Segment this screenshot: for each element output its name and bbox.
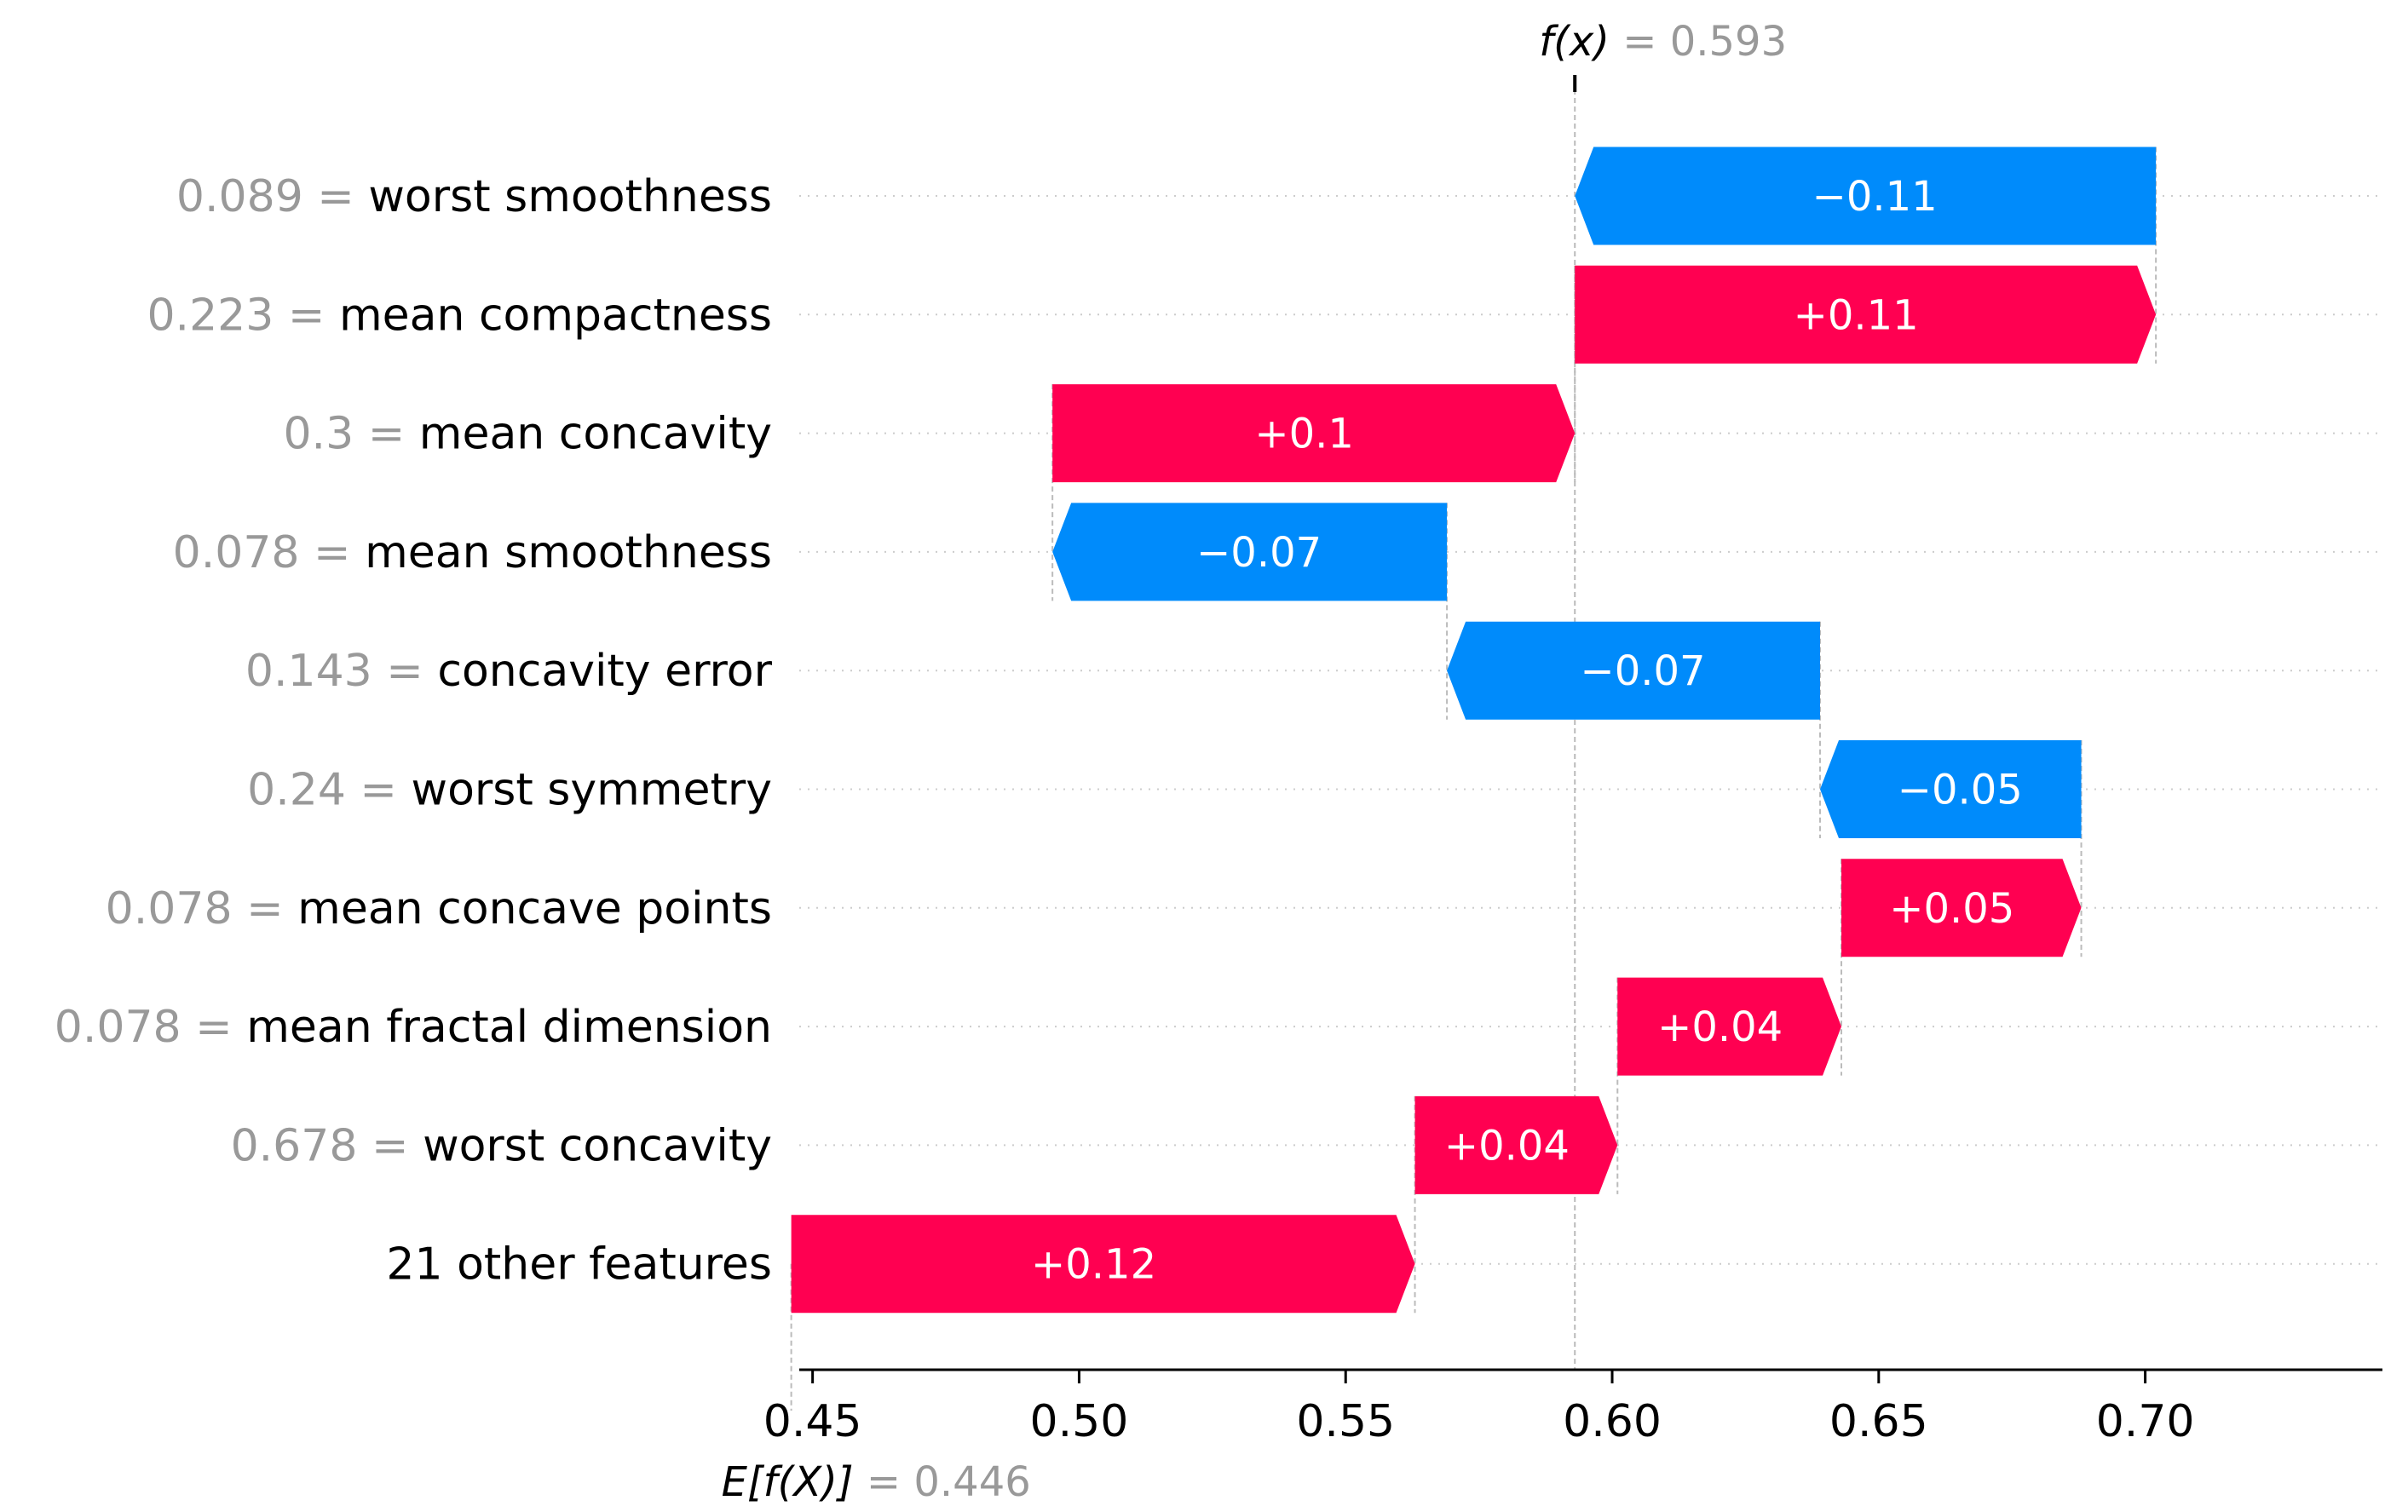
feature-label: 0.089 = worst smoothness: [176, 171, 772, 222]
feature-label: 0.078 = mean smoothness: [173, 527, 772, 578]
feature-name: mean compactness: [339, 290, 772, 341]
feature-value: 0.078 =: [106, 883, 298, 934]
feature-value: 0.143 =: [245, 646, 438, 697]
bars: −0.11 +0.11 +0.1 −0.07 −0.07 −0.05 +0.05 +0.04 +…: [791, 147, 2157, 1314]
bar-value-label: −0.07: [1196, 529, 1322, 577]
output-label-prefix: f(x): [1539, 18, 1622, 66]
feature-label: 0.078 = mean fractal dimension: [55, 1002, 772, 1053]
feature-label: 0.143 = concavity error: [245, 646, 773, 697]
output-value-label: f(x) = 0.593: [1539, 18, 1787, 66]
x-tick-label: 0.65: [1829, 1396, 1928, 1447]
bar-value-label: −0.11: [1812, 173, 1938, 221]
negative-bar: [1820, 740, 2082, 838]
feature-label: 0.678 = worst concavity: [231, 1120, 772, 1171]
feature-labels: 0.089 = worst smoothness 0.223 = mean com…: [55, 171, 773, 1291]
base-label-prefix: E[f(X)]: [722, 1458, 867, 1506]
x-tick-label: 0.45: [763, 1396, 862, 1447]
negative-bar: [1447, 621, 1821, 720]
feature-label: 0.3 = mean concavity: [283, 409, 772, 460]
feature-value: 0.24 =: [247, 765, 411, 816]
feature-name: mean concavity: [419, 409, 772, 460]
x-tick-label: 0.55: [1296, 1396, 1395, 1447]
feature-label: 0.24 = worst symmetry: [247, 765, 772, 816]
feature-name: 21 other features: [386, 1239, 772, 1291]
x-axis: 0.45 0.50 0.55 0.60 0.65 0.70: [763, 1368, 2382, 1447]
feature-name: worst smoothness: [368, 171, 772, 222]
positive-bar: [791, 1215, 1415, 1314]
bar-value-label: +0.04: [1444, 1122, 1570, 1170]
positive-bar: [1841, 859, 2082, 957]
bar-value-label: −0.07: [1581, 647, 1706, 695]
base-value-label: E[f(X)] = 0.446: [722, 1458, 1031, 1506]
feature-value: 0.078 =: [173, 527, 366, 578]
x-tick-label: 0.50: [1030, 1396, 1129, 1447]
bar-value-label: −0.05: [1898, 767, 2023, 814]
bar-value-label: +0.12: [1031, 1241, 1156, 1289]
feature-value: 0.678 =: [231, 1120, 423, 1171]
x-tick-label: 0.60: [1563, 1396, 1662, 1447]
base-label-value: = 0.446: [867, 1458, 1031, 1506]
feature-label: 21 other features: [386, 1239, 772, 1291]
feature-name: mean concave points: [297, 883, 772, 934]
bar-value-label: +0.11: [1794, 291, 1919, 339]
x-tick-label: 0.70: [2096, 1396, 2195, 1447]
output-label-value: = 0.593: [1622, 18, 1787, 66]
feature-name: mean fractal dimension: [246, 1002, 772, 1053]
feature-value: 0.223 =: [147, 290, 339, 341]
positive-bar: [1575, 265, 2157, 364]
bar-value-label: +0.1: [1254, 411, 1354, 458]
feature-value: 0.3 =: [283, 409, 418, 460]
feature-label: 0.078 = mean concave points: [106, 883, 772, 934]
positive-bar: [1052, 384, 1576, 483]
positive-bar: [1617, 977, 1842, 1076]
feature-name: concavity error: [437, 646, 772, 697]
negative-bar: [1052, 503, 1448, 601]
positive-bar: [1414, 1095, 1618, 1194]
reference-labels: f(x) = 0.593 E[f(X)] = 0.446: [722, 18, 1788, 1506]
feature-value: 0.089 =: [176, 171, 369, 222]
feature-name: worst concavity: [423, 1120, 772, 1171]
bar-value-label: +0.04: [1657, 1003, 1783, 1051]
feature-label: 0.223 = mean compactness: [147, 290, 772, 341]
negative-bar: [1575, 147, 2157, 245]
bar-value-label: +0.05: [1889, 885, 2014, 933]
feature-name: worst symmetry: [412, 765, 772, 816]
feature-name: mean smoothness: [365, 527, 772, 578]
feature-value: 0.078 =: [55, 1002, 247, 1053]
